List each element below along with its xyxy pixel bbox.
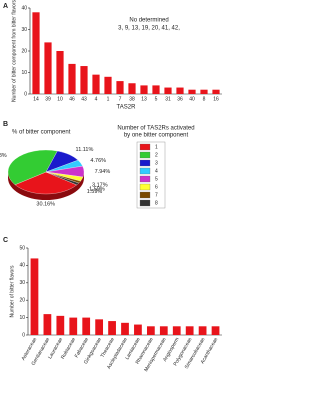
legend-label: 7	[155, 192, 158, 198]
bar	[172, 326, 181, 335]
bar	[211, 326, 220, 335]
legend-box	[136, 141, 166, 209]
legend-label: 1	[155, 144, 158, 150]
y-tick-label: 20	[19, 298, 25, 304]
bar	[200, 89, 208, 94]
x-tick-label: 1	[107, 96, 110, 102]
y-axis-label: Number of bitter flavors	[9, 265, 15, 317]
bar	[43, 314, 52, 335]
x-tick-label: 40	[189, 96, 195, 102]
legend-swatch	[139, 167, 151, 175]
x-tick-label: 16	[213, 96, 219, 102]
bar	[198, 326, 207, 335]
x-tick-label: 39	[45, 96, 51, 102]
y-tick-label: 10	[19, 315, 25, 321]
x-tick-label: 8	[203, 96, 206, 102]
x-tick-label: 7	[119, 96, 122, 102]
legend-label: 2	[155, 152, 158, 158]
pie-slice	[45, 171, 80, 186]
bar	[69, 317, 78, 335]
y-tick-label: 50	[19, 245, 25, 251]
slice-label: 39.68%	[0, 153, 7, 159]
bar	[44, 42, 52, 94]
bar	[152, 85, 160, 94]
bar	[116, 81, 124, 94]
legend-title: by one bitter component	[124, 133, 189, 139]
bar	[212, 89, 220, 94]
legend-label: 5	[155, 176, 158, 182]
y-tick-label: 40	[21, 5, 27, 11]
x-tick-label: 14	[33, 96, 39, 102]
x-tick-label: 13	[141, 96, 147, 102]
pie-slice	[14, 171, 78, 195]
y-axis-label: Number of bitter component from bitter f…	[11, 0, 17, 102]
slice-label: 30.16%	[36, 202, 55, 208]
x-tick-label: 36	[177, 96, 183, 102]
x-tick-label: 10	[57, 96, 63, 102]
legend-label: 3	[155, 160, 158, 166]
bar	[68, 63, 76, 94]
bar	[80, 66, 88, 94]
page: {"chart_data": [ {"type": "bar", "panel"…	[0, 0, 222, 373]
legend-swatch	[139, 151, 151, 159]
pie-title: % of bitter component	[12, 130, 71, 136]
annotation: 3, 9, 13, 19, 20, 41, 42,	[118, 26, 180, 32]
panel-label: B	[3, 121, 8, 128]
x-tick-label: 38	[129, 96, 135, 102]
legend-label: 8	[155, 200, 158, 206]
legend-swatch	[139, 143, 151, 151]
pie-slice	[7, 149, 58, 185]
x-tick-label: 31	[165, 96, 171, 102]
bar	[92, 74, 100, 94]
y-tick-label: 10	[21, 70, 27, 76]
bar	[30, 258, 39, 335]
bar	[104, 76, 112, 94]
panel-label: A	[3, 3, 8, 10]
x-tick-label: 5	[155, 96, 158, 102]
x-tick-label: 4	[95, 96, 98, 102]
slice-label: 1.59%	[89, 186, 105, 192]
x-axis-label: TAS2R	[117, 105, 137, 111]
bar	[140, 85, 148, 94]
bar	[56, 51, 64, 94]
y-tick-label: 20	[21, 48, 27, 54]
bar	[108, 321, 116, 335]
bar	[146, 326, 155, 335]
bar	[56, 315, 65, 335]
bar	[82, 317, 91, 335]
slice-label: 4.76%	[90, 158, 106, 164]
y-tick-label: 30	[21, 27, 27, 33]
bar	[159, 326, 168, 335]
y-tick-label: 0	[24, 91, 27, 97]
bar	[95, 319, 104, 335]
slice-label: 3.17%	[92, 183, 108, 189]
bar	[32, 12, 40, 94]
bar	[121, 322, 129, 335]
slice-label: 11.11%	[76, 147, 94, 153]
legend-swatch	[139, 183, 151, 191]
slice-label: 1.59%	[87, 189, 103, 195]
x-tick-label: 43	[81, 96, 87, 102]
legend-title: Number of TAS2Rs activated	[117, 126, 194, 132]
x-tick-label: 46	[69, 96, 75, 102]
bar	[188, 89, 196, 94]
bar	[128, 83, 136, 94]
legend-label: 4	[155, 168, 158, 174]
y-tick-label: 40	[19, 263, 25, 269]
bar	[185, 326, 194, 335]
bar	[134, 324, 142, 335]
bar	[176, 87, 184, 94]
y-tick-label: 0	[22, 332, 25, 338]
annotation: No determined	[129, 18, 168, 24]
y-tick-label: 30	[19, 280, 25, 286]
legend-swatch	[139, 191, 151, 199]
legend-swatch	[139, 199, 151, 207]
bar	[164, 87, 172, 94]
legend-swatch	[139, 175, 151, 183]
legend-label: 6	[155, 184, 158, 190]
slice-label: 7.94%	[95, 169, 111, 175]
panel-label: C	[3, 237, 8, 244]
legend-swatch	[139, 159, 151, 167]
